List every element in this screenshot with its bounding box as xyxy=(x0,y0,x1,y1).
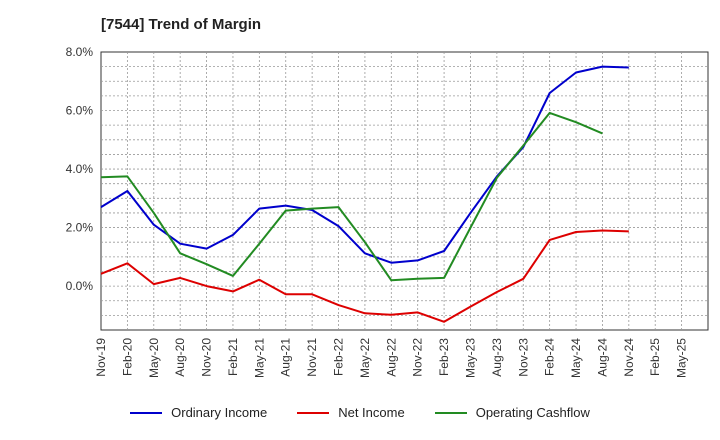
x-tick-label: Nov-20 xyxy=(200,338,214,377)
legend-swatch xyxy=(297,411,330,414)
x-tick-label: Nov-22 xyxy=(411,338,425,377)
series-line-ordinary-income xyxy=(100,65,629,264)
legend-item: Operating Cashflow xyxy=(434,405,590,420)
y-tick-label: 2.0% xyxy=(66,221,94,235)
x-tick-label: Aug-21 xyxy=(279,338,293,377)
x-tick-label: May-21 xyxy=(252,338,266,378)
y-tick-label: 4.0% xyxy=(66,162,94,176)
x-tick-label: Nov-21 xyxy=(305,338,319,377)
series-line-operating-cashflow xyxy=(100,111,603,282)
legend-label: Operating Cashflow xyxy=(475,405,590,420)
x-tick-label: Nov-23 xyxy=(516,338,530,377)
y-tick-label: 0.0% xyxy=(66,279,94,293)
x-tick-label: May-24 xyxy=(569,338,583,378)
legend-item: Net Income xyxy=(297,405,405,420)
legend-label: Ordinary Income xyxy=(171,405,268,420)
x-tick-label: Feb-22 xyxy=(332,338,346,376)
x-tick-label: Feb-24 xyxy=(543,338,557,376)
x-tick-label: Feb-25 xyxy=(648,338,662,376)
y-tick-label: 6.0% xyxy=(66,104,94,118)
x-tick-label: Feb-21 xyxy=(226,338,240,376)
x-tick-label: May-20 xyxy=(147,338,161,378)
chart-legend: Ordinary Income Net Income Operating Cashf… xyxy=(0,405,720,420)
legend-label: Net Income xyxy=(338,405,405,420)
x-tick-label: Aug-24 xyxy=(595,338,609,377)
x-tick-label: Nov-24 xyxy=(622,338,636,377)
x-tick-label: Feb-20 xyxy=(120,338,134,376)
chart-title: [7544] Trend of Margin xyxy=(101,16,262,33)
y-tick-label: 8.0% xyxy=(66,45,94,59)
x-tick-label: Aug-22 xyxy=(384,338,398,377)
series-line-net-income xyxy=(100,229,629,323)
x-tick-label: May-25 xyxy=(675,338,689,378)
x-tick-label: May-22 xyxy=(358,338,372,378)
x-tick-label: Aug-20 xyxy=(173,338,187,377)
plot-frame xyxy=(100,51,709,331)
x-tick-label: Aug-23 xyxy=(490,338,504,377)
legend-swatch xyxy=(130,411,163,414)
x-tick-label: Feb-23 xyxy=(437,338,451,376)
x-tick-label: Nov-19 xyxy=(94,338,108,377)
x-tick-label: May-23 xyxy=(463,338,477,378)
legend-swatch xyxy=(434,411,467,414)
legend-item: Ordinary Income xyxy=(130,405,267,420)
